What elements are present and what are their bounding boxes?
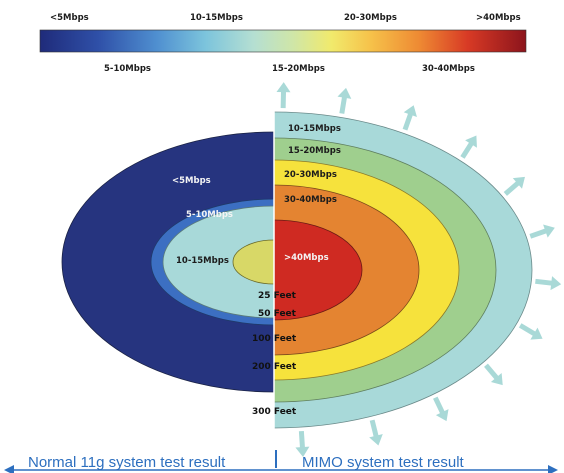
legend-label: 20-30Mbps [344, 13, 397, 23]
arrow-head [337, 87, 352, 99]
arrow-head [403, 105, 417, 117]
distance-25: 25 Feet [258, 291, 297, 301]
11g-coverage [61, 131, 274, 393]
right-label-30-40: 30-40Mbps [284, 195, 337, 205]
ring-center-left [232, 239, 274, 285]
arrow-head [465, 135, 477, 148]
footer: Normal 11g system test result MIMO syste… [4, 450, 558, 473]
distance-100: 100 Feet [252, 334, 297, 344]
right-label-15-20: 15-20Mbps [288, 146, 341, 156]
left-label-10-15: 10-15Mbps [176, 256, 229, 266]
left-label-lt5: <5Mbps [172, 176, 211, 186]
legend-label: <5Mbps [50, 13, 89, 23]
arrow-head [276, 82, 291, 93]
footer-right-arrowhead [548, 465, 558, 473]
distance-50: 50 Feet [258, 309, 297, 319]
mimo-coverage [274, 111, 533, 429]
arrow-head [512, 176, 525, 189]
arrow-head [490, 372, 503, 386]
arrow-head [369, 434, 383, 446]
arrow-head [543, 224, 555, 238]
coverage-arrows [276, 82, 562, 458]
ring-10-15-mbps-left [162, 205, 274, 319]
arrow-head [550, 276, 562, 291]
left-label-5-10: 5-10Mbps [186, 210, 233, 220]
footer-left-arrowhead [4, 465, 14, 473]
footer-right-caption: MIMO system test result [302, 454, 465, 471]
legend-label: 10-15Mbps [190, 13, 243, 23]
legend-label: 15-20Mbps [272, 64, 325, 74]
distance-200: 200 Feet [252, 362, 297, 372]
legend-color-bar [39, 29, 527, 53]
right-label-10-15: 10-15Mbps [288, 124, 341, 134]
ring-gt-40-mbps [274, 219, 363, 321]
arrow-head [530, 327, 543, 340]
arrow-head [435, 409, 449, 422]
right-label-20-30: 20-30Mbps [284, 170, 337, 180]
legend: <5Mbps 10-15Mbps 20-30Mbps >40Mbps 5-10M… [39, 13, 527, 74]
footer-left-caption: Normal 11g system test result [28, 454, 226, 471]
arrow-head [295, 446, 310, 458]
legend-label: 5-10Mbps [104, 64, 151, 74]
distance-300: 300 Feet [252, 407, 297, 417]
legend-label: 30-40Mbps [422, 64, 475, 74]
right-label-gt40: >40Mbps [284, 253, 329, 263]
legend-label: >40Mbps [476, 13, 521, 23]
